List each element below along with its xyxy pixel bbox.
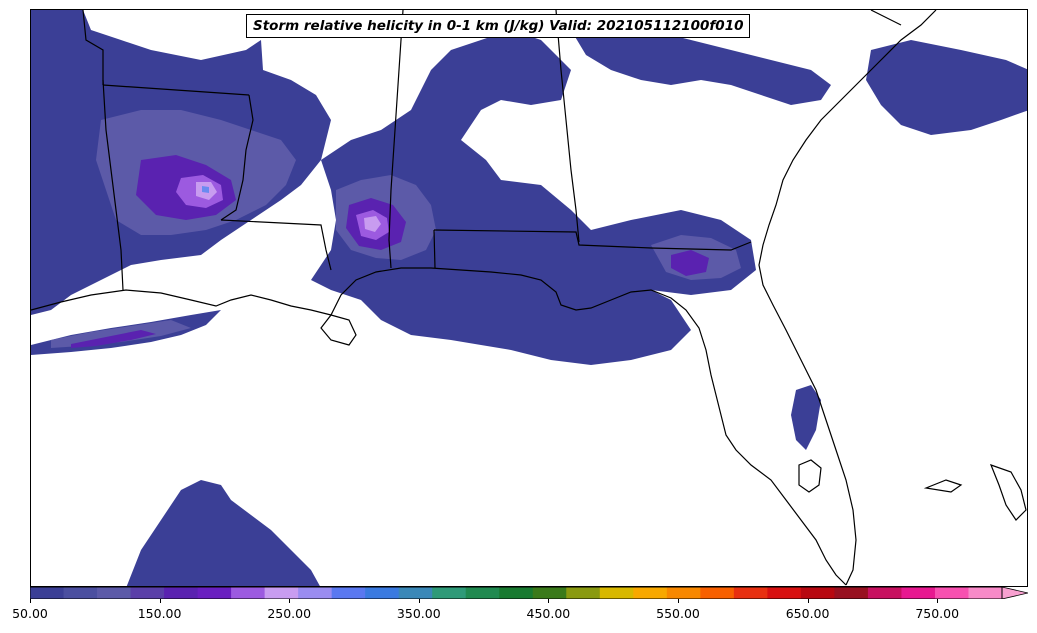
colorbar-tick-mark bbox=[418, 599, 420, 603]
colorbar-segment bbox=[264, 587, 299, 599]
contour-region-gulf-south bbox=[126, 480, 320, 586]
map-title: Storm relative helicity in 0-1 km (J/kg)… bbox=[253, 18, 744, 34]
state-border-florida-panhandle bbox=[433, 229, 436, 269]
colorbar-segment bbox=[599, 587, 634, 599]
colorbar-segment bbox=[63, 587, 98, 599]
contour-region-level3-c bbox=[671, 250, 709, 276]
gulf-coastline bbox=[31, 267, 847, 586]
helicity-contours bbox=[31, 10, 1027, 586]
colorbar-segment bbox=[968, 587, 1003, 599]
colorbar-tick-mark bbox=[678, 599, 679, 603]
state-border-mississippi-river bbox=[220, 94, 254, 221]
colorbar-segment bbox=[767, 587, 802, 599]
state-border-texas-louisiana bbox=[102, 79, 124, 291]
map-boundaries bbox=[31, 10, 1027, 586]
contour-region-florida-east bbox=[791, 385, 821, 450]
colorbar-segment bbox=[666, 587, 701, 599]
colorbar-segment bbox=[633, 587, 668, 599]
bahamas-island-b bbox=[989, 463, 1027, 521]
colorbar-segment bbox=[834, 587, 869, 599]
colorbar-tick-mark bbox=[807, 599, 809, 603]
map-title-box: Storm relative helicity in 0-1 km (J/kg)… bbox=[246, 14, 751, 38]
colorbar-tick-label: 250.00 bbox=[267, 606, 312, 621]
state-border-arkansas-tennessee bbox=[82, 10, 104, 85]
colorbar-tick-label: 50.00 bbox=[12, 606, 48, 621]
colorbar-segment bbox=[365, 587, 400, 599]
colorbar-tick-label: 750.00 bbox=[915, 606, 960, 621]
colorbar-tick-label: 650.00 bbox=[785, 606, 830, 621]
colorbar-segment bbox=[231, 587, 266, 599]
colorbar-segment bbox=[499, 587, 534, 599]
state-border-arkansas-south bbox=[102, 84, 250, 96]
state-border-alabama-georgia bbox=[555, 10, 580, 243]
colorbar-segment bbox=[465, 587, 500, 599]
colorbar-segment bbox=[867, 587, 902, 599]
colorbar-tick-label: 150.00 bbox=[137, 606, 182, 621]
state-border-louisiana-mississippi bbox=[220, 219, 332, 271]
contour-region-level6-a bbox=[202, 186, 209, 193]
map-panel bbox=[30, 9, 1028, 587]
colorbar-segment bbox=[298, 587, 333, 599]
colorbar-extension bbox=[1001, 587, 1028, 599]
colorbar-ticks: 50.00 150.00 250.00 350.00 450.00 550.00 650.0… bbox=[0, 599, 1037, 628]
colorbar-segment bbox=[901, 587, 936, 599]
colorbar-tick-mark bbox=[937, 599, 939, 603]
colorbar-tick-mark bbox=[159, 599, 161, 603]
colorbar-segment bbox=[934, 587, 969, 599]
contour-region-northeast bbox=[866, 40, 1027, 135]
colorbar-segment bbox=[733, 587, 768, 599]
colorbar-segment bbox=[331, 587, 366, 599]
colorbar bbox=[30, 587, 1028, 599]
helicity-map bbox=[31, 10, 1027, 586]
colorbar-segment bbox=[97, 587, 132, 599]
colorbar-segment bbox=[700, 587, 735, 599]
colorbar-segment bbox=[130, 587, 165, 599]
bahamas-island-a bbox=[923, 479, 963, 493]
atlantic-coastline bbox=[758, 10, 937, 586]
colorbar-segment bbox=[164, 587, 199, 599]
contour-region-north-strip bbox=[571, 25, 831, 105]
state-border-florida-north bbox=[433, 229, 752, 251]
colorbar-segment bbox=[532, 587, 567, 599]
contour-region-level5-b bbox=[364, 216, 381, 232]
colorbar-segment bbox=[398, 587, 433, 599]
state-border-mississippi-alabama bbox=[388, 10, 404, 269]
colorbar-tick-mark bbox=[548, 599, 550, 603]
colorbar-tick-mark bbox=[289, 599, 291, 603]
lake-okeechobee bbox=[798, 459, 822, 493]
carolina-border bbox=[870, 10, 902, 26]
colorbar-tick-label: 350.00 bbox=[396, 606, 441, 621]
colorbar-segment bbox=[566, 587, 601, 599]
colorbar-tick-mark bbox=[30, 599, 31, 603]
contour-region-central bbox=[311, 30, 756, 365]
colorbar-segment bbox=[197, 587, 232, 599]
colorbar-outline bbox=[30, 587, 1003, 599]
colorbar-tick-label: 550.00 bbox=[656, 606, 700, 621]
colorbar-segment bbox=[30, 587, 65, 599]
colorbar-tick-label: 450.00 bbox=[526, 606, 571, 621]
colorbar-segment bbox=[432, 587, 467, 599]
colorbar-segment bbox=[800, 587, 835, 599]
contour-region-level3-d bbox=[71, 330, 156, 348]
